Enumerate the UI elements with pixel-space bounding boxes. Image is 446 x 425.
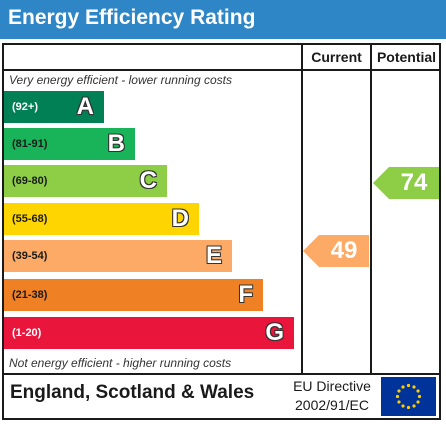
band-letter: E: [205, 242, 222, 269]
band-letter: G: [265, 319, 284, 346]
band-range-label: (1-20): [12, 327, 42, 339]
eu-star-icon: [406, 383, 411, 388]
potential-column-divider: [370, 43, 372, 375]
rating-band-a: (92+) A: [4, 91, 104, 123]
eu-star-icon: [401, 385, 405, 389]
header-row-divider: [2, 69, 441, 71]
band-range-label: (55-68): [12, 213, 48, 225]
band-letter: F: [238, 281, 253, 308]
band-letter: A: [76, 93, 94, 120]
band-range-label: (39-54): [12, 250, 48, 262]
eu-star-icon: [412, 385, 416, 389]
band-range-label: (69-80): [12, 175, 48, 187]
band-range-label: (81-91): [12, 138, 48, 150]
current-rating-value: 49: [330, 237, 358, 264]
eu-star-icon: [416, 389, 420, 393]
rating-band-e: (39-54) E: [4, 240, 232, 272]
rating-band-f: (21-38) F: [4, 279, 263, 311]
country-label: England, Scotland & Wales: [10, 382, 255, 403]
rating-band-g: (1-20) G: [4, 317, 294, 349]
efficient-note: Very energy efficient - lower running co…: [9, 73, 232, 87]
rating-band-c: (69-80) C: [4, 165, 167, 197]
eu-directive-line1: EU Directive: [293, 378, 371, 394]
current-rating-arrow: [303, 235, 369, 267]
potential-rating-arrow: [373, 167, 439, 199]
eu-star-icon: [397, 389, 401, 393]
eu-star-icon: [406, 405, 411, 410]
potential-rating-value: 74: [400, 169, 428, 196]
eu-star-icon: [401, 404, 405, 408]
eu-directive-line2: 2002/91/EC: [295, 397, 369, 413]
band-letter: B: [107, 130, 125, 157]
footer-divider: [2, 373, 441, 375]
rating-band-d: (55-68) D: [4, 203, 199, 235]
band-letter: D: [171, 205, 189, 232]
band-range-label: (92+): [12, 101, 38, 113]
eu-star-icon: [397, 400, 401, 404]
eu-star-icon: [395, 394, 400, 399]
page-title: Energy Efficiency Rating: [8, 6, 256, 29]
current-column-header: Current: [311, 49, 362, 65]
eu-star-icon: [412, 404, 416, 408]
eu-star-icon: [417, 394, 422, 399]
rating-chart-frame: [2, 43, 441, 420]
band-letter: C: [139, 167, 157, 194]
title-bar: Energy Efficiency Rating: [0, 0, 446, 39]
eu-directive-label: EU Directive 2002/91/EC: [286, 377, 378, 415]
inefficient-note: Not energy efficient - higher running co…: [9, 356, 232, 370]
rating-band-b: (81-91) B: [4, 128, 135, 160]
potential-column-header: Potential: [376, 49, 437, 65]
current-column-divider: [301, 43, 303, 375]
eu-star-icon: [416, 400, 420, 404]
band-range-label: (21-38): [12, 289, 48, 301]
eu-flag-icon: [381, 377, 436, 416]
